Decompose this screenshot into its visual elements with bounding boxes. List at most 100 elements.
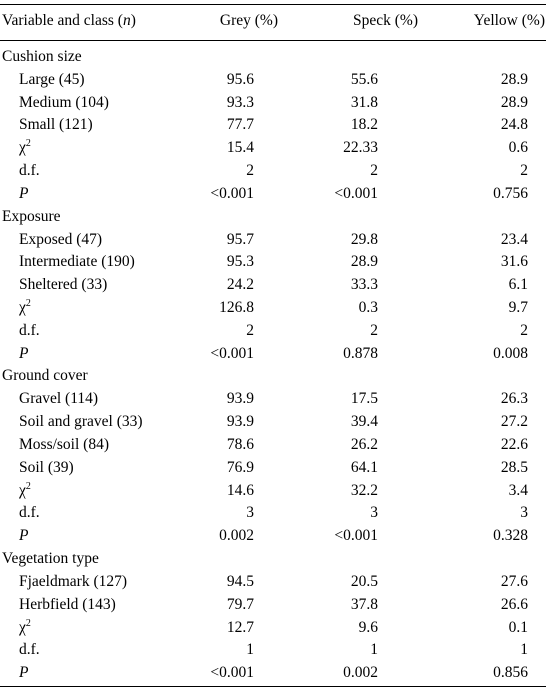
table-row: Intermediate (190) 95.3 28.9 31.6 [0, 250, 547, 273]
table-row: χ2 12.7 9.6 0.1 [0, 616, 547, 639]
row-label: d.f. [19, 638, 40, 661]
cell-yellow: 0.1 [508, 618, 528, 636]
row-label-text: P [19, 527, 29, 545]
cell-speck: <0.001 [334, 184, 378, 202]
row-label: Gravel (114) [19, 387, 98, 410]
row-label-text: P [19, 184, 29, 202]
cell-grey: 15.4 [226, 139, 254, 157]
row-label: d.f. [19, 501, 40, 524]
row-label: Herbfield (143) [19, 593, 116, 616]
row-label-text: Exposed (47) [19, 230, 103, 248]
table-row: χ2 14.6 32.2 3.4 [0, 479, 547, 502]
header-variable: Variable and class (n) [2, 12, 136, 29]
cell-speck: 31.8 [350, 93, 378, 111]
cell-yellow: 0.008 [493, 344, 528, 362]
cell-yellow: 22.6 [500, 435, 528, 453]
row-label: Medium (104) [19, 91, 109, 114]
cell-grey: 14.6 [226, 481, 254, 499]
cell-speck: 2 [370, 162, 378, 180]
row-label-text: Intermediate (190) [19, 253, 135, 271]
table-row: d.f. 1 1 1 [0, 638, 547, 661]
cell-yellow: 24.8 [500, 116, 528, 134]
section-title: Exposure [2, 207, 61, 225]
row-label: Moss/soil (84) [19, 433, 109, 456]
cell-speck: 17.5 [350, 390, 378, 408]
cell-speck: 33.3 [350, 276, 378, 294]
row-label: Intermediate (190) [19, 250, 135, 273]
cell-speck: 20.5 [350, 572, 378, 590]
row-label-text: Gravel (114) [19, 390, 99, 408]
cell-grey: 77.7 [226, 116, 254, 134]
row-label-text: χ [19, 299, 26, 317]
header-grey: Grey (%) [219, 12, 278, 29]
row-label-text: Medium (104) [19, 93, 109, 111]
cell-speck: 64.1 [350, 458, 378, 476]
cell-grey: 95.3 [226, 253, 254, 271]
cell-yellow: 26.6 [500, 595, 528, 613]
cell-speck: 2 [370, 321, 378, 339]
cell-yellow: 27.2 [500, 413, 528, 431]
table-row: Small (121) 77.7 18.2 24.8 [0, 113, 547, 136]
cell-grey: 126.8 [219, 299, 254, 317]
cell-grey: 12.7 [226, 618, 254, 636]
label-superscript: 2 [25, 298, 31, 310]
row-label: χ2 [19, 479, 31, 502]
cell-speck: 26.2 [350, 435, 378, 453]
cell-speck: 1 [370, 641, 378, 659]
cell-speck: 55.6 [350, 70, 378, 88]
row-label: χ2 [19, 616, 31, 639]
cell-yellow: 3 [520, 504, 528, 522]
table-row: P <0.001 <0.001 0.756 [0, 182, 547, 205]
row-label-text: Moss/soil (84) [19, 435, 109, 453]
row-label: Exposed (47) [19, 228, 102, 251]
table-row: Large (45) 95.6 55.6 28.9 [0, 68, 547, 91]
section-header: Vegetation type [0, 547, 547, 570]
cell-grey: 2 [246, 162, 254, 180]
cell-grey: 93.9 [226, 413, 254, 431]
top-rule [0, 4, 546, 5]
table-header: Variable and class (n) Grey (%) Speck (%… [0, 9, 547, 32]
cell-speck: 32.2 [350, 481, 378, 499]
row-label: Soil (39) [19, 456, 74, 479]
row-label-text: d.f. [19, 162, 40, 180]
row-label-text: Large (45) [19, 70, 85, 88]
cell-grey: 79.7 [226, 595, 254, 613]
table-row: Gravel (114) 93.9 17.5 26.3 [0, 387, 547, 410]
section-title: Ground cover [2, 367, 88, 385]
row-label: Sheltered (33) [19, 273, 107, 296]
row-label-text: Small (121) [19, 116, 93, 134]
row-label: Small (121) [19, 113, 93, 136]
cell-grey: <0.001 [210, 184, 254, 202]
row-label-text: d.f. [19, 321, 40, 339]
cell-yellow: 28.5 [500, 458, 528, 476]
section-header: Cushion size [0, 45, 547, 68]
row-label: Large (45) [19, 68, 85, 91]
cell-grey: 93.9 [226, 390, 254, 408]
header-yellow: Yellow (%) [473, 12, 545, 29]
section-header: Ground cover [0, 364, 547, 387]
cell-yellow: 27.6 [500, 572, 528, 590]
cell-yellow: 0.756 [493, 184, 528, 202]
cell-yellow: 6.1 [508, 276, 528, 294]
cell-grey: 1 [246, 641, 254, 659]
cell-grey: 95.7 [226, 230, 254, 248]
table-row: Exposed (47) 95.7 29.8 23.4 [0, 228, 547, 251]
cell-grey: 93.3 [226, 93, 254, 111]
cell-speck: 3 [370, 504, 378, 522]
row-label: χ2 [19, 296, 31, 319]
bottom-rule [0, 686, 546, 687]
cell-yellow: 1 [520, 641, 528, 659]
cell-speck: 0.878 [343, 344, 378, 362]
table-row: χ2 15.4 22.33 0.6 [0, 136, 547, 159]
row-label: d.f. [19, 159, 40, 182]
cell-yellow: 28.9 [500, 93, 528, 111]
table-row: Herbfield (143) 79.7 37.8 26.6 [0, 593, 547, 616]
cell-grey: 78.6 [226, 435, 254, 453]
table-row: d.f. 2 2 2 [0, 319, 547, 342]
cell-grey: 0.002 [219, 527, 254, 545]
cell-yellow: 23.4 [500, 230, 528, 248]
cell-speck: 22.33 [343, 139, 378, 157]
row-label-text: Soil and gravel (33) [19, 413, 143, 431]
cell-speck: 0.002 [343, 664, 378, 682]
